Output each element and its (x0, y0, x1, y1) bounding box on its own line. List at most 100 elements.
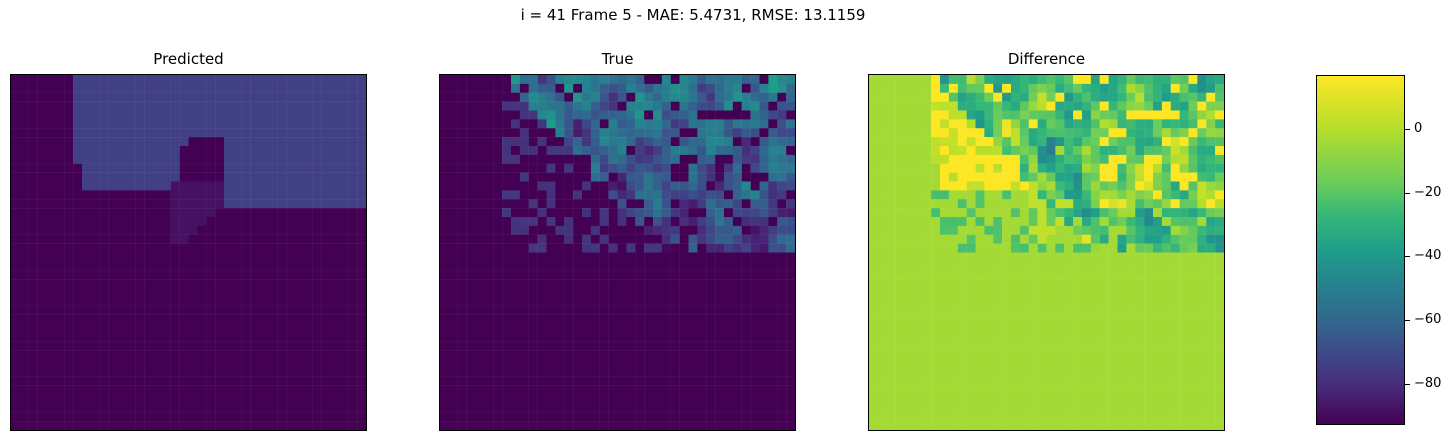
predicted-cell (259, 217, 269, 227)
difference-cell (1046, 234, 1056, 244)
predicted-cell (268, 154, 278, 164)
difference-cell (1037, 101, 1047, 111)
true-cell (564, 154, 574, 164)
true-cell (670, 394, 680, 404)
predicted-cell (286, 110, 296, 120)
difference-cell (1188, 225, 1198, 235)
difference-cell (966, 110, 976, 120)
predicted-cell (99, 296, 109, 306)
true-cell (466, 367, 476, 377)
difference-cell (1011, 376, 1021, 386)
predicted-cell (197, 332, 207, 342)
predicted-cell (241, 270, 251, 280)
difference-cell (1046, 83, 1056, 93)
true-cell (741, 305, 751, 315)
difference-cell (948, 225, 958, 235)
difference-cell (993, 421, 1003, 430)
predicted-cell (188, 83, 198, 93)
true-cell (502, 367, 512, 377)
true-cell (582, 163, 592, 173)
true-cell (590, 288, 600, 298)
true-cell (484, 225, 494, 235)
predicted-cell (28, 243, 38, 253)
predicted-cell (135, 225, 145, 235)
difference-cell (1046, 421, 1056, 430)
difference-cell (1108, 101, 1118, 111)
predicted-cell (161, 225, 171, 235)
predicted-cell (153, 296, 163, 306)
predicted-cell (144, 305, 154, 315)
true-cell (706, 163, 716, 173)
difference-cell (1046, 412, 1056, 422)
true-cell (661, 172, 671, 182)
difference-cell (1055, 163, 1065, 173)
true-cell (768, 234, 778, 244)
predicted-cell (46, 190, 56, 200)
difference-cell (1179, 412, 1189, 422)
predicted-cell (179, 252, 189, 262)
predicted-cell (153, 128, 163, 138)
true-cell (475, 83, 485, 93)
predicted-cell (37, 305, 47, 315)
predicted-cell (99, 359, 109, 369)
predicted-cell (108, 199, 118, 209)
difference-cell (931, 119, 941, 129)
predicted-cell (37, 208, 47, 218)
predicted-cell (117, 279, 127, 289)
difference-cell (1161, 332, 1171, 342)
predicted-cell (268, 261, 278, 271)
predicted-cell (303, 137, 313, 147)
predicted-cell (188, 75, 198, 85)
difference-cell (1019, 172, 1029, 182)
predicted-cell (64, 412, 74, 422)
difference-cell (1197, 243, 1207, 253)
difference-cell (877, 332, 887, 342)
true-cell (706, 252, 716, 262)
predicted-cell (126, 261, 136, 271)
difference-cell (1135, 367, 1145, 377)
predicted-cell (312, 252, 322, 262)
predicted-cell (144, 403, 154, 413)
difference-cell (1179, 341, 1189, 351)
difference-cell (948, 110, 958, 120)
difference-cell (966, 217, 976, 227)
predicted-cell (37, 190, 47, 200)
difference-cell (922, 208, 932, 218)
predicted-cell (135, 234, 145, 244)
predicted-cell (206, 288, 216, 298)
predicted-cell (277, 403, 287, 413)
true-cell (644, 323, 654, 333)
difference-cell (922, 119, 932, 129)
predicted-cell (250, 172, 260, 182)
difference-cell (948, 190, 958, 200)
predicted-cell (161, 341, 171, 351)
difference-cell (1046, 146, 1056, 156)
difference-cell (869, 314, 879, 324)
difference-cell (1161, 412, 1171, 422)
difference-cell (1161, 394, 1171, 404)
difference-cell (993, 181, 1003, 191)
true-cell (724, 359, 734, 369)
true-cell (768, 83, 778, 93)
difference-cell (1099, 119, 1109, 129)
predicted-cell (339, 181, 349, 191)
difference-cell (966, 385, 976, 395)
difference-cell (984, 137, 994, 147)
predicted-cell (55, 243, 65, 253)
true-cell (573, 146, 583, 156)
predicted-cell (11, 208, 21, 218)
predicted-cell (82, 110, 92, 120)
true-cell (493, 190, 503, 200)
difference-cell (1108, 92, 1118, 102)
true-cell (732, 154, 742, 164)
true-cell (546, 270, 556, 280)
difference-cell (922, 92, 932, 102)
true-cell (653, 110, 663, 120)
difference-cell (1037, 403, 1047, 413)
true-cell (626, 92, 636, 102)
predicted-cell (11, 172, 21, 182)
difference-cell (869, 146, 879, 156)
predicted-cell (286, 128, 296, 138)
predicted-cell (277, 350, 287, 360)
true-cell (688, 412, 698, 422)
